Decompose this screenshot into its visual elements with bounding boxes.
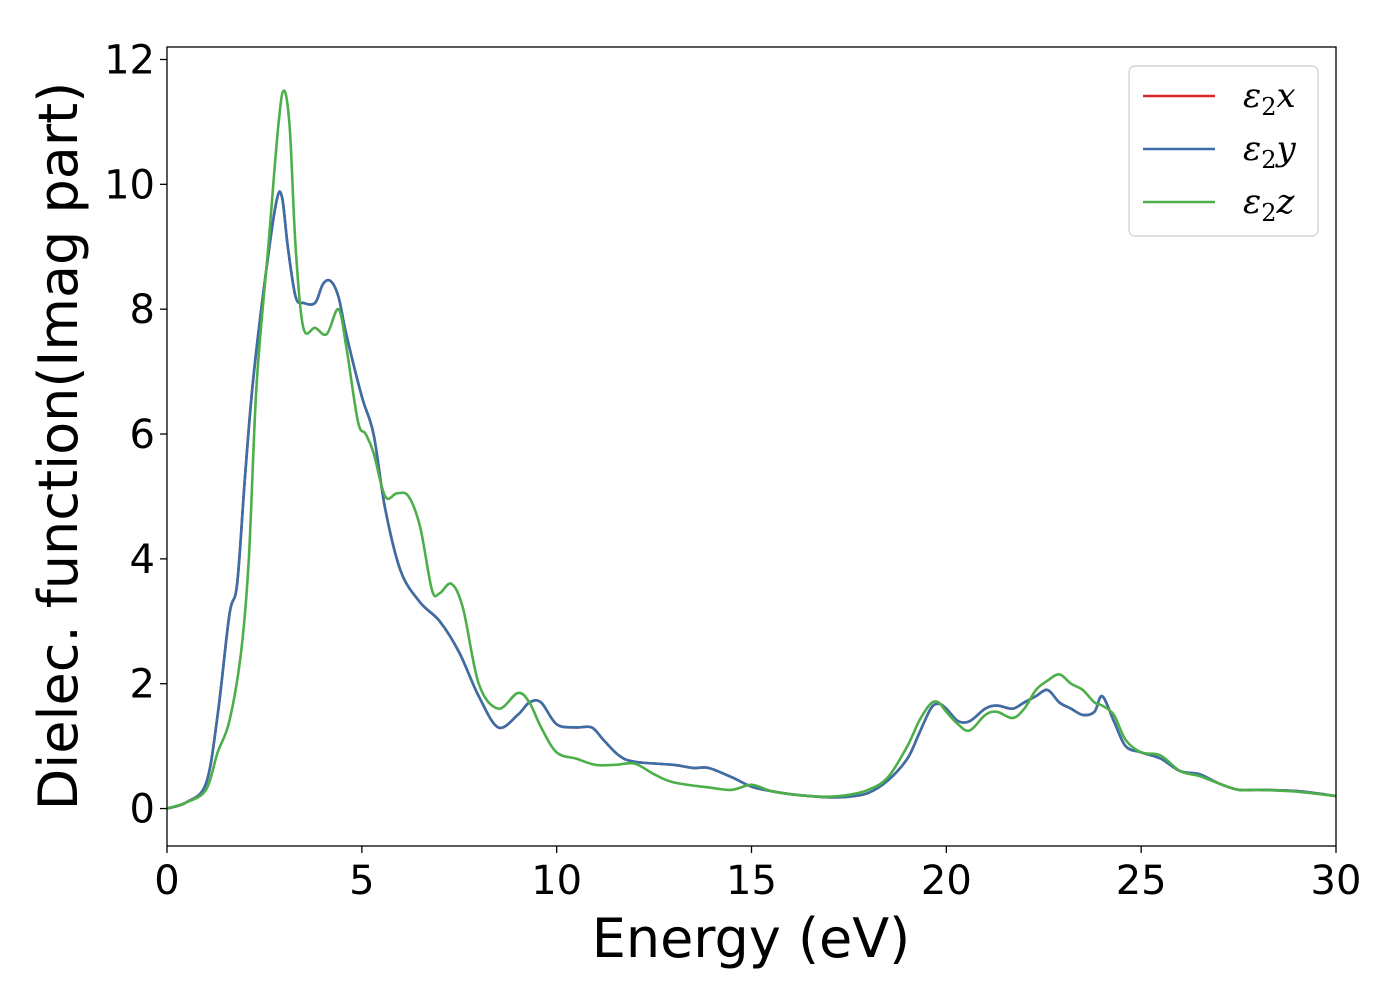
y-tick-label: 12 bbox=[104, 37, 155, 83]
y-axis-title: Dielec. function(Imag part) bbox=[27, 82, 90, 811]
y-tick-label: 6 bbox=[130, 412, 155, 458]
x-tick-label: 30 bbox=[1311, 858, 1362, 904]
x-tick-label: 10 bbox=[531, 858, 582, 904]
legend: ε2x ε2y ε2z bbox=[1128, 65, 1319, 237]
y-tick-label: 0 bbox=[130, 787, 155, 833]
x-tick-label: 15 bbox=[726, 858, 777, 904]
x-tick-label: 5 bbox=[349, 858, 374, 904]
y-axis: 0 2 4 6 8 10 12 bbox=[104, 37, 167, 833]
series-layer bbox=[166, 89, 1337, 810]
y-tick-label: 2 bbox=[130, 662, 155, 708]
x-axis-title: Energy (eV) bbox=[592, 907, 911, 970]
legend-label-z: ε2z bbox=[1243, 182, 1296, 227]
x-tick-label: 0 bbox=[154, 858, 179, 904]
legend-label-y: ε2y bbox=[1243, 129, 1297, 174]
y-tick-label: 8 bbox=[130, 287, 155, 333]
series-line-z bbox=[166, 89, 1337, 810]
x-axis: 0 5 10 15 20 25 30 bbox=[154, 846, 1361, 904]
y-tick-label: 10 bbox=[104, 162, 155, 208]
y-tick-label: 4 bbox=[130, 537, 155, 583]
x-tick-label: 20 bbox=[921, 858, 972, 904]
legend-box bbox=[1128, 65, 1319, 237]
legend-label-x: ε2x bbox=[1243, 76, 1296, 121]
x-tick-label: 25 bbox=[1116, 858, 1167, 904]
series-line-y bbox=[166, 190, 1337, 810]
